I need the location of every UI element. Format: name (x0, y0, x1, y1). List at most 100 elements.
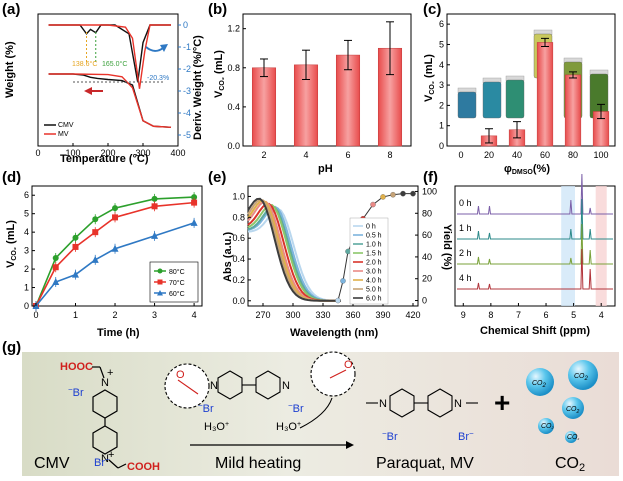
intermediate-ring-left (217, 370, 243, 400)
legend-label-1: 70°C (169, 279, 185, 287)
annotation-weight-loss: -20.3% (147, 75, 169, 82)
intermediate-structure: O O N N −Br −Br H₃O+ H₃O+ (164, 351, 356, 433)
mild-heating-label: Mild heating (215, 455, 301, 472)
a-xtick-label: 300 (135, 148, 150, 158)
point-0-6 (191, 194, 198, 201)
d-ytick-label: 5 (24, 209, 29, 219)
co2-bubble-5-label: CO2 (567, 434, 580, 441)
arrow-left-axis (84, 87, 103, 95)
d-xtick-label: 3 (152, 310, 157, 320)
xtick-label-4: 4 (303, 150, 308, 160)
e-ytick-label: 0.4 (232, 254, 245, 264)
panel-b-ylabel: VCO₂ (mL) (213, 50, 226, 98)
ytick-label: 6 (439, 19, 444, 29)
panel-c-xlabel: φDMSO(%) (504, 163, 550, 176)
xtick-label-8: 8 (387, 150, 392, 160)
cmv-label: CMV (34, 455, 70, 472)
panel-a-ylabel: Weight (%) (4, 41, 16, 98)
a-y2tick-label: -5 (183, 130, 191, 140)
co2-label: CO2 (555, 455, 585, 474)
xtick-label-20: 20 (484, 150, 494, 160)
paraquat-structure: N N −Br Br− (366, 388, 478, 443)
a-y2tick-label: -1 (183, 42, 191, 52)
xtick-label-2: 2 (261, 150, 266, 160)
point-1-3 (92, 229, 99, 236)
e-y2tick-label: 20 (422, 274, 432, 284)
n-plus-top: + (107, 367, 113, 379)
d-ytick-label: 6 (24, 190, 29, 200)
co2-bubble-3 (562, 397, 584, 419)
point-2-2 (71, 270, 79, 278)
d-ytick-label: 4 (24, 227, 29, 237)
e-xtick-label: 270 (255, 310, 270, 320)
ytick-label: 0.4 (227, 102, 240, 112)
paraquat-label: Paraquat, MV (376, 455, 474, 472)
xtick-label-100: 100 (593, 150, 608, 160)
a-xtick-label: 100 (65, 148, 80, 158)
e-ytick-label: 0.6 (232, 233, 245, 243)
o-left: O (176, 369, 185, 381)
a-y2tick-label: 0 (183, 20, 188, 30)
vial-photo-inset (457, 29, 609, 119)
d-xtick-label: 2 (113, 310, 118, 320)
co2-bubble-1 (526, 368, 554, 396)
panel-c-ylabel: VCO₂ (mL) (423, 54, 436, 102)
panel-d-chart: 0 1 2 3 4 0 1 2 3 4 5 6 80°C 70°C 60°C Time (h) VCO₂ … (5, 185, 203, 339)
co2-bubble-1-label: CO2 (532, 380, 547, 389)
reaction-scheme: HOOC + N N + COOH −Br Br− CMV O O (22, 351, 619, 476)
panel-b-frame (242, 13, 412, 147)
e-legend-label-1: 0.5 h (366, 233, 382, 240)
e-legend-label-5: 3.0 h (366, 269, 382, 276)
o-right: O (344, 359, 353, 371)
reaction-arrow (190, 441, 354, 449)
d-ytick-label: 0 (24, 301, 29, 311)
n-pq-left: N (379, 398, 387, 410)
co2-bubble-4-label: CO2 (541, 423, 555, 430)
legend-cmv-label: CMV (58, 122, 74, 129)
n-top-label: N (101, 377, 109, 389)
yield-point-5 (370, 201, 376, 208)
e-xtick-label: 390 (375, 310, 390, 320)
d-ytick-label: 3 (24, 246, 29, 256)
legend-mv-label: MV (58, 131, 69, 138)
e-legend-label-2: 1.0 h (366, 242, 382, 249)
br-label-2: Br− (94, 455, 110, 469)
point-2-4 (111, 244, 119, 252)
nmr-spectrum-3 (457, 248, 613, 290)
intermediate-ring-right (255, 370, 281, 400)
br-pq-right: Br− (458, 429, 474, 443)
panel-label-f: (f) (423, 169, 438, 186)
vial-0 (457, 91, 477, 119)
point-0-1 (52, 255, 59, 261)
weight-curve-mv (48, 73, 172, 129)
ytick-label: 0.8 (227, 63, 240, 73)
point-1-2 (72, 243, 79, 250)
e-ytick-label: 1.0 (232, 191, 245, 201)
n-pq-right: N (454, 398, 462, 410)
legend-label-0: 80°C (169, 268, 185, 276)
f-xtick-label: 9 (461, 310, 466, 320)
bar-80 (564, 74, 582, 147)
e-legend-label-8: 6.0 h (366, 296, 382, 303)
panel-e-frame (247, 185, 419, 307)
e-xtick-label: 330 (315, 310, 330, 320)
panel-c-chart: 0 20 40 60 80 100 0 1 2 3 4 5 6 φDMSO(%) VCO₂ (mL) (423, 13, 616, 176)
dashed-circle-right (310, 351, 356, 397)
e-xtick-label: 300 (285, 310, 300, 320)
e-y2tick-label: 40 (422, 252, 432, 262)
f-xtick-label: 6 (544, 310, 549, 320)
xtick-label-6: 6 (345, 150, 350, 160)
panel-label-e: (e) (208, 169, 226, 186)
co2-bubble-3-label: CO2 (566, 406, 580, 415)
annotation-138: 138.6°C (72, 60, 97, 68)
nmr-time-label-3: 4 h (459, 273, 472, 283)
panel-e-xlabel: Wavelength (nm) (290, 327, 379, 339)
panel-e-chart: 270 300 330 360 390 420 0.0 0.2 0.4 0.6 0.8 1.0 0 20 4… (222, 185, 453, 339)
a-xtick-label: 400 (170, 148, 185, 158)
n-bottom-label: N (101, 453, 109, 465)
xtick-label-40: 40 (512, 150, 522, 160)
legend-marker-2 (157, 290, 163, 296)
cooh-label: COOH (127, 461, 160, 473)
point-0-2 (72, 234, 79, 241)
vial-1 (482, 81, 502, 119)
